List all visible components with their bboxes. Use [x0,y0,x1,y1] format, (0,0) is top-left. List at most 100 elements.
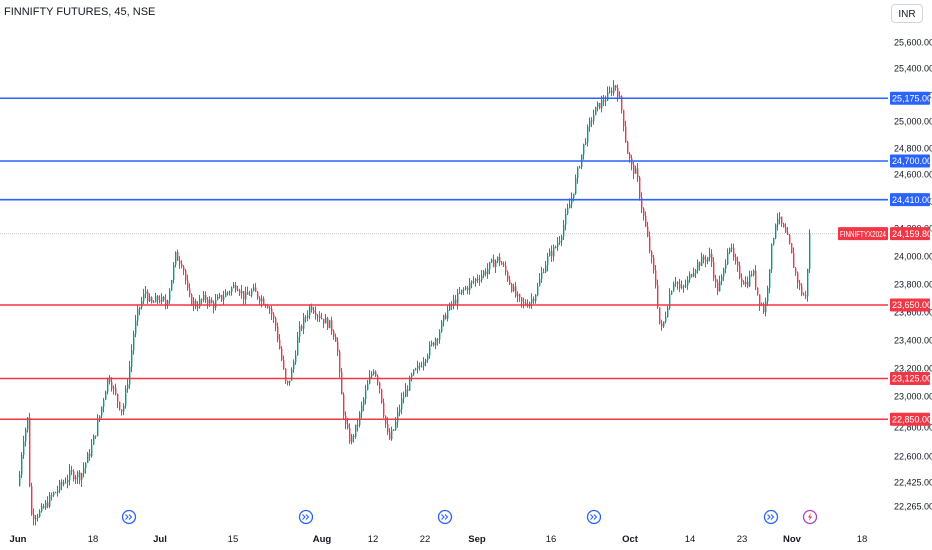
candle-body [115,387,117,394]
candle-body [55,492,57,494]
candle-body [317,315,319,317]
dividend-event-icon[interactable] [298,509,314,525]
candle-body [195,300,197,308]
candle-body [243,291,245,300]
level-price-badge[interactable] [890,193,930,207]
candle-body [79,472,81,481]
candle-body [523,302,525,304]
level-price-badge[interactable] [890,91,930,105]
candle-body [235,285,237,290]
level-price-badge[interactable] [890,154,930,168]
candle-body [605,100,607,102]
candle-body [335,336,337,342]
price-axis[interactable]: 25,600.0025,400.0025,200.0025,000.0024,8… [838,38,932,512]
time-axis[interactable]: Jun 18 Jul 15 Aug 12 22 Sep 16 Oct 14 23 Nov 18 [10,534,868,545]
candle-body [37,516,39,518]
candle-body [59,482,61,491]
candle-body [599,102,601,109]
level-price-label: 23,650.00 [892,300,932,310]
candle-body [621,96,623,110]
candle-body [713,262,715,279]
candle-body [499,256,501,263]
candle-body [83,468,85,474]
candle-body [611,90,613,93]
time-tick-label: 22 [420,534,431,545]
dividend-event-icon[interactable] [121,509,137,525]
candle-body [473,281,475,283]
candle-body [73,471,75,480]
candle-body [705,259,707,262]
candle-body [681,286,683,288]
candle-body [137,309,139,321]
symbol-badge[interactable] [838,227,888,241]
candle-body [177,252,179,261]
candle-body [465,287,467,290]
candle-body [133,333,135,351]
candle-body [697,262,699,271]
candle-body [609,90,611,93]
candle-body [215,299,217,308]
currency-button[interactable]: INR [891,4,923,23]
candle-body [417,365,419,369]
candle-body [595,106,597,116]
time-tick-label: 18 [88,534,99,545]
candle-body [343,394,345,416]
double-chevron-icon [441,514,449,520]
candle-body [57,490,59,493]
candle-body [101,406,103,416]
candle-body [751,274,753,276]
candle-body [147,291,149,301]
candle-body [207,299,209,304]
candle-body [365,390,367,400]
candle-body [563,224,565,237]
candle-body [49,495,51,507]
current-price-badge[interactable] [890,227,930,241]
candle-body [161,297,163,302]
candle-body [547,256,549,266]
candle-body [375,371,377,377]
candle-body [271,308,273,315]
candle-body [717,282,719,292]
candle-body [427,355,429,361]
candle-body [753,270,755,275]
candle-body [785,227,787,233]
candle-body [63,482,65,485]
candle-body [673,283,675,292]
candle-body [263,298,265,305]
candle-body [701,256,703,266]
dividend-event-icon[interactable] [763,509,779,525]
candle-body [51,495,53,497]
candle-body [217,297,219,300]
candle-body [295,355,297,363]
symbol-label: FINNIFTYX2024 [840,229,886,239]
candle-body [145,291,147,294]
candle-body [643,208,645,216]
candle-body [769,269,771,288]
candle-body [45,502,47,508]
candle-body [347,424,349,429]
candle-body [99,415,101,421]
dividend-event-icon[interactable] [586,509,602,525]
candle-body [303,317,305,329]
candle-body [35,517,37,520]
candle-body [67,479,69,483]
candle-body [353,436,355,438]
candle-body [655,270,657,286]
level-price-badge[interactable] [890,298,930,312]
levels-layer [0,97,888,421]
price-tick-label: 25,000.00 [894,117,932,127]
candle-body [543,272,545,274]
candle-body [367,383,369,391]
level-price-badge[interactable] [890,412,930,426]
level-price-badge[interactable] [890,372,930,385]
price-tick-label: 24,000.00 [894,252,932,262]
candle-body [135,320,137,334]
candle-body [91,444,93,457]
candle-body [29,417,31,487]
candle-body [739,265,741,278]
dividend-event-icon[interactable] [437,509,453,525]
candle-body [203,294,205,300]
candle-body [21,454,23,475]
events-layer[interactable] [121,509,818,525]
